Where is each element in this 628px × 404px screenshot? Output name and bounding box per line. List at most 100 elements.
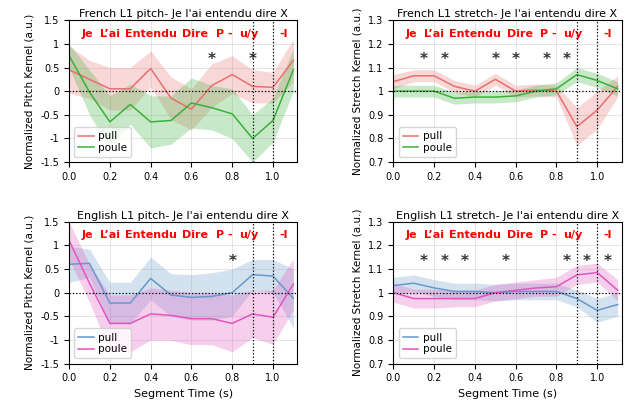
Line: poule: poule: [393, 75, 618, 98]
poule: [126, 321, 134, 326]
Text: Entendu: Entendu: [449, 230, 501, 240]
Text: Entendu: Entendu: [449, 29, 501, 39]
Y-axis label: Normalized Pitch Kernel (a.u.): Normalized Pitch Kernel (a.u.): [25, 215, 35, 370]
poule: [208, 105, 215, 110]
poule: [614, 86, 622, 91]
Text: *: *: [563, 254, 571, 269]
Text: *: *: [420, 52, 428, 67]
Text: *: *: [512, 52, 520, 67]
Text: u/y: u/y: [239, 29, 258, 39]
pull: [471, 89, 479, 94]
poule: [471, 296, 479, 301]
pull: [208, 83, 215, 88]
Text: Entendu: Entendu: [125, 230, 176, 240]
Text: L’ai: L’ai: [424, 230, 444, 240]
poule: [85, 281, 93, 286]
Text: -l: -l: [604, 230, 612, 240]
poule: [249, 136, 256, 141]
poule: [147, 311, 154, 316]
Line: poule: poule: [69, 56, 293, 139]
pull: [249, 272, 256, 277]
poule: [451, 296, 458, 301]
pull: [269, 85, 277, 90]
Text: *: *: [543, 52, 550, 67]
pull: [553, 89, 560, 94]
Text: *: *: [228, 254, 236, 269]
Text: P -: P -: [216, 230, 232, 240]
pull: [410, 281, 418, 286]
pull: [451, 289, 458, 294]
Title: English L1 stretch- Je l'ai entendu dire X: English L1 stretch- Je l'ai entendu dire…: [396, 211, 619, 221]
poule: [593, 270, 601, 275]
pull: [410, 74, 418, 78]
pull: [389, 79, 397, 84]
Line: pull: pull: [69, 263, 293, 303]
Text: Dire: Dire: [183, 29, 208, 39]
poule: [106, 120, 114, 124]
Legend: pull, poule: pull, poule: [399, 328, 456, 358]
poule: [85, 90, 93, 95]
pull: [492, 290, 499, 295]
Text: Je: Je: [406, 230, 418, 240]
pull: [147, 276, 154, 281]
poule: [614, 288, 622, 293]
pull: [512, 89, 519, 94]
Text: u/y: u/y: [563, 230, 582, 240]
Legend: pull, poule: pull, poule: [74, 127, 131, 157]
Text: Dire: Dire: [183, 230, 208, 240]
Title: French L1 stretch- Je l'ai entendu dire X: French L1 stretch- Je l'ai entendu dire …: [398, 9, 617, 19]
pull: [126, 86, 134, 91]
Text: Je: Je: [82, 230, 93, 240]
Text: P -: P -: [540, 29, 556, 39]
pull: [290, 296, 297, 301]
Text: *: *: [249, 53, 257, 67]
pull: [126, 301, 134, 305]
pull: [208, 294, 215, 299]
Y-axis label: Normalized Pitch Kernel (a.u.): Normalized Pitch Kernel (a.u.): [25, 13, 35, 169]
poule: [229, 112, 236, 116]
poule: [533, 89, 540, 94]
poule: [389, 89, 397, 94]
Text: L’ai: L’ai: [100, 230, 120, 240]
pull: [106, 86, 114, 91]
pull: [85, 261, 93, 266]
pull: [106, 301, 114, 305]
poule: [410, 296, 418, 301]
Y-axis label: Normalized Stretch Kernel (a.u.): Normalized Stretch Kernel (a.u.): [353, 7, 363, 175]
Text: *: *: [502, 254, 509, 269]
pull: [492, 77, 499, 82]
poule: [451, 96, 458, 101]
pull: [471, 289, 479, 294]
poule: [65, 238, 73, 243]
pull: [229, 72, 236, 77]
poule: [229, 321, 236, 326]
pull: [593, 308, 601, 313]
pull: [167, 292, 175, 297]
poule: [106, 321, 114, 326]
Text: *: *: [604, 254, 612, 269]
poule: [290, 67, 297, 72]
pull: [430, 74, 438, 78]
poule: [492, 95, 499, 99]
Text: *: *: [563, 52, 571, 67]
poule: [471, 95, 479, 99]
pull: [593, 107, 601, 112]
poule: [410, 89, 418, 94]
poule: [167, 313, 175, 318]
poule: [593, 78, 601, 83]
pull: [147, 66, 154, 71]
poule: [65, 53, 73, 58]
Text: *: *: [491, 52, 499, 67]
Text: *: *: [461, 254, 468, 269]
Line: pull: pull: [393, 283, 618, 310]
Line: poule: poule: [69, 241, 293, 323]
Line: pull: pull: [69, 61, 293, 109]
Text: *: *: [583, 254, 591, 269]
poule: [573, 272, 581, 277]
pull: [249, 84, 256, 89]
poule: [269, 118, 277, 123]
pull: [614, 84, 622, 89]
Title: English L1 pitch- Je l'ai entendu dire X: English L1 pitch- Je l'ai entendu dire X: [77, 211, 290, 221]
pull: [167, 96, 175, 101]
Text: *: *: [420, 254, 428, 269]
